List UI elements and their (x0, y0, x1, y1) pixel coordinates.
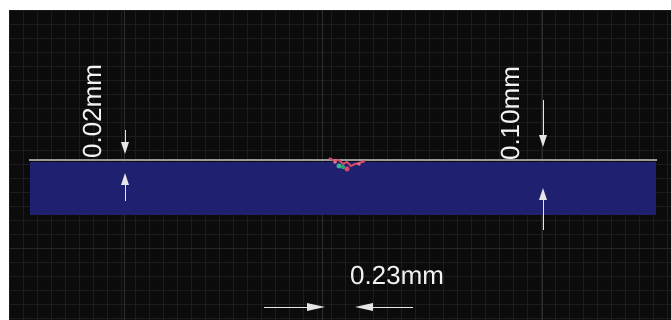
arrow-left-icon (355, 303, 373, 311)
arrow-down-icon (121, 142, 129, 154)
arrow-up-icon (121, 173, 129, 185)
arrow-down-icon (539, 135, 547, 147)
dimension-arrow-shaft (543, 200, 544, 230)
left-depth-label: 0.02mm (77, 64, 107, 158)
surface-defect (328, 157, 366, 172)
dimension-arrow-shaft (125, 130, 126, 144)
dimension-arrow-shaft (264, 307, 309, 308)
arrow-up-icon (539, 188, 547, 200)
arrow-right-icon (307, 303, 325, 311)
right-depth-label: 0.10mm (495, 66, 525, 160)
cad-viewport[interactable]: 0.02mm 0.10mm 0.23mm (9, 10, 671, 320)
surface-line (29, 159, 657, 161)
dimension-arrow-shaft (373, 307, 413, 308)
horizontal-guide-line (9, 248, 671, 249)
substrate-plate (30, 162, 656, 215)
dimension-arrow-shaft (125, 185, 126, 201)
width-label: 0.23mm (350, 260, 444, 290)
dimension-arrow-shaft (543, 100, 544, 136)
